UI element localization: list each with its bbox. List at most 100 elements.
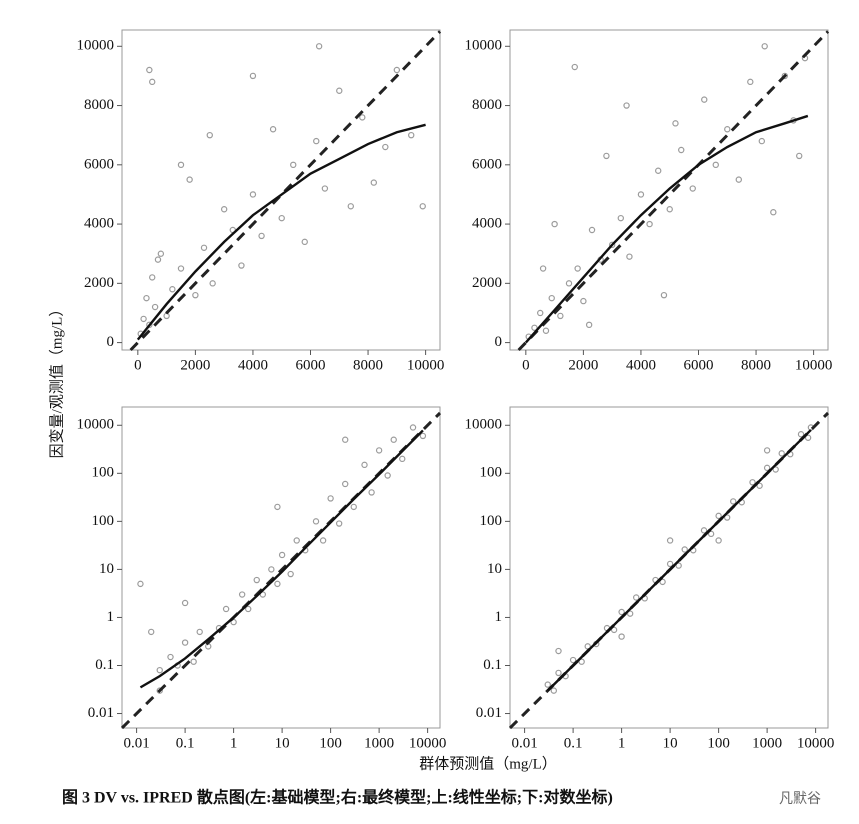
point <box>209 280 216 287</box>
y-tick-label: 1 <box>107 609 115 625</box>
x-tick-label: 1000 <box>752 735 782 751</box>
point <box>672 120 679 127</box>
x-tick-label: 10000 <box>795 357 833 373</box>
point <box>319 537 327 544</box>
x-tick-label: 1000 <box>364 735 394 751</box>
point <box>269 126 277 133</box>
fit-line <box>139 429 424 689</box>
point <box>778 450 785 457</box>
point <box>758 137 766 145</box>
y-tick-label: 10000 <box>465 417 503 433</box>
y-tick-label: 0.01 <box>476 705 502 721</box>
y-tick-label: 2000 <box>84 275 114 291</box>
point <box>551 220 558 228</box>
point <box>542 327 550 334</box>
point <box>154 256 162 263</box>
point <box>245 605 252 613</box>
y-tick-label: 0.01 <box>88 705 114 721</box>
point <box>163 312 170 320</box>
point <box>258 232 265 240</box>
point <box>747 78 754 86</box>
y-tick-label: 0.1 <box>95 657 114 673</box>
x-tick-label: 6000 <box>683 357 713 373</box>
point <box>167 653 174 661</box>
y-tick-label: 2000 <box>472 275 502 291</box>
y-tick-label: 6000 <box>84 156 114 172</box>
x-tick-label: 10000 <box>797 735 835 751</box>
point <box>585 321 593 329</box>
point <box>550 687 558 694</box>
point <box>578 658 585 665</box>
fit-line <box>524 114 809 344</box>
x-tick-label: 1 <box>230 735 238 751</box>
y-tick-label: 100 <box>480 465 503 481</box>
point <box>181 639 189 646</box>
point <box>151 303 159 311</box>
point <box>715 512 722 520</box>
point <box>555 669 562 677</box>
x-tick-label: 4000 <box>626 357 656 373</box>
point <box>700 527 708 534</box>
point <box>156 687 163 694</box>
point <box>626 253 633 260</box>
point <box>574 265 581 272</box>
point <box>274 503 281 511</box>
point <box>557 312 564 320</box>
point <box>617 214 624 222</box>
point <box>278 551 286 559</box>
point <box>384 472 391 479</box>
point <box>287 570 294 578</box>
point <box>715 537 722 544</box>
x-tick-label: 10000 <box>407 357 445 373</box>
point <box>342 436 349 443</box>
point <box>140 315 147 323</box>
point <box>539 265 547 272</box>
point <box>666 560 674 568</box>
point <box>408 131 415 139</box>
y-tick-label: 8000 <box>84 97 114 113</box>
point <box>666 206 673 213</box>
point <box>336 87 343 94</box>
x-tick-label: 0.1 <box>564 735 583 751</box>
point <box>382 143 389 151</box>
point <box>712 161 719 169</box>
point <box>707 530 715 538</box>
y-tick-label: 4000 <box>472 216 502 232</box>
point <box>137 580 144 588</box>
point <box>544 681 551 688</box>
point <box>149 78 156 86</box>
point <box>169 286 176 293</box>
point <box>359 114 366 121</box>
point <box>681 546 688 553</box>
y-tick-label: 10 <box>99 561 114 577</box>
x-tick-label: 8000 <box>741 357 771 373</box>
point <box>274 580 281 588</box>
x-tick-label: 10 <box>275 735 290 751</box>
point <box>588 226 596 234</box>
point <box>749 479 756 486</box>
point <box>659 578 666 586</box>
point <box>666 537 674 544</box>
caption: 图 3 DV vs. IPRED 散点图(左:基础模型;右:最终模型;上:线性坐… <box>62 788 613 807</box>
x-tick-label: 100 <box>707 735 730 751</box>
point <box>190 658 197 665</box>
point <box>143 294 150 302</box>
point <box>370 179 378 186</box>
point <box>603 152 610 160</box>
point <box>293 537 300 544</box>
y-tick-label: 6000 <box>472 156 502 172</box>
x-tick-label: 2000 <box>568 357 598 373</box>
plot-frame <box>121 29 441 351</box>
point <box>177 161 185 169</box>
point <box>335 520 343 527</box>
point <box>157 250 165 257</box>
point <box>321 185 329 192</box>
point <box>399 455 406 463</box>
x-tick-label: 2000 <box>180 357 210 373</box>
y-axis-label: 因变量/观测值（mg/L） <box>48 302 65 459</box>
y-tick-label: 10000 <box>465 38 503 54</box>
y-tick-label: 10 <box>487 561 502 577</box>
y-tick-label: 4000 <box>84 216 114 232</box>
